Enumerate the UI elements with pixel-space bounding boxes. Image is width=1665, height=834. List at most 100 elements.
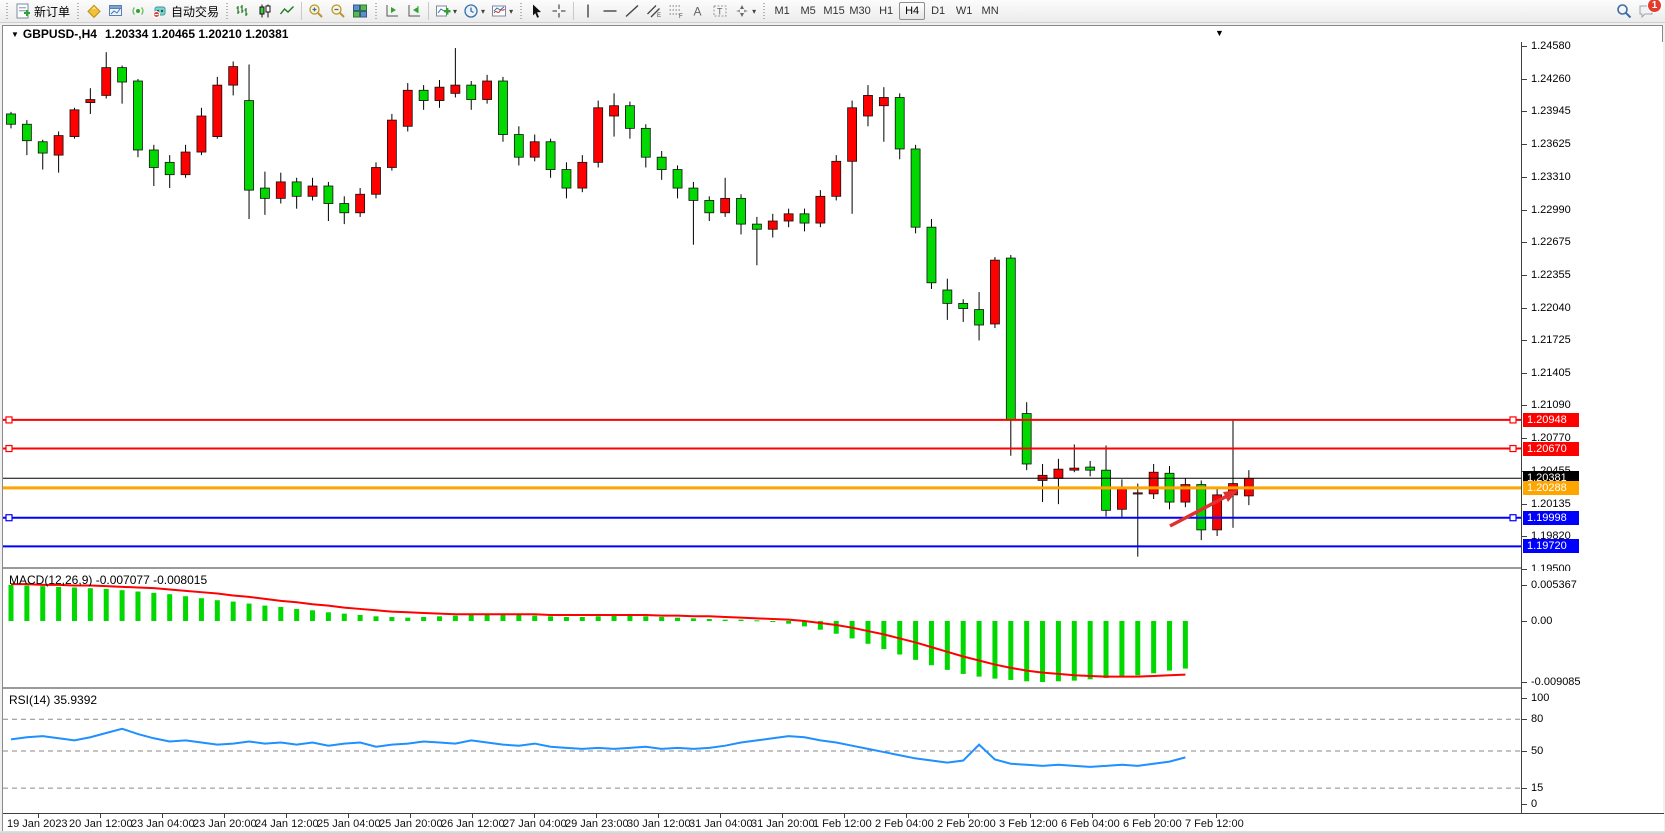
macd-histogram-bar [1135, 621, 1141, 676]
macd-histogram-bar [119, 590, 125, 621]
tile-windows-button[interactable] [349, 1, 371, 21]
text-label-tool-button[interactable]: T [709, 1, 731, 21]
period-button[interactable]: ▾ [460, 1, 488, 21]
timeframe-button-h1[interactable]: H1 [879, 5, 894, 17]
zoom-in-button[interactable] [305, 1, 327, 21]
macd-histogram-bar [71, 587, 77, 621]
toolbar-grip[interactable] [519, 3, 524, 19]
trend-arrow-line[interactable] [1169, 493, 1230, 528]
timeframe-button-mn[interactable]: MN [981, 5, 999, 17]
timeframe-button-m15[interactable]: M15 [823, 5, 845, 17]
candle-down [260, 187, 270, 199]
market-watch-button[interactable] [83, 1, 105, 21]
chart-quick-menu-icon[interactable]: ▼ [1215, 28, 1224, 38]
horizontal-line-tool-button[interactable] [599, 1, 621, 21]
line-handle[interactable] [1509, 416, 1517, 424]
rsi-tick [1522, 719, 1527, 721]
template-button[interactable]: ▾ [488, 1, 516, 21]
zoom-out-button[interactable] [327, 1, 349, 21]
time-axis[interactable]: 19 Jan 2023 20 Jan 12:00 23 Jan 04:00 23 Ja… [3, 813, 1664, 832]
candle-up [386, 119, 397, 168]
search-button[interactable] [1613, 1, 1635, 21]
trend-arrow-head[interactable] [1223, 490, 1238, 502]
toolbar-grip[interactable] [762, 3, 767, 19]
macd-histogram-bar [389, 616, 395, 621]
symbol-dropdown-icon[interactable]: ▼ [11, 29, 19, 39]
auto-trading-button[interactable]: 自动交易 [149, 1, 222, 21]
time-label: 20 Jan 12:00 [69, 818, 133, 830]
text-tool-button[interactable]: A [687, 1, 709, 21]
timeframe-button-m5[interactable]: M5 [800, 5, 816, 17]
price-tick [1522, 372, 1527, 374]
macd-histogram-bar [627, 615, 633, 621]
time-label: 1 Feb 12:00 [813, 818, 872, 830]
price-tick-label: 1.19820 [1531, 530, 1571, 543]
macd-histogram-bar [40, 586, 46, 621]
line-handle[interactable] [5, 514, 13, 522]
price-tick [1522, 536, 1527, 538]
cursor-tool-button[interactable] [526, 1, 548, 21]
toolbar-grip[interactable] [5, 3, 9, 19]
signals-button[interactable] [127, 1, 149, 21]
equidistant-channel-tool-button[interactable]: E [643, 1, 665, 21]
svg-text:T: T [717, 7, 723, 17]
candle-down [640, 127, 651, 158]
crosshair-tool-button[interactable] [548, 1, 570, 21]
candle-up [212, 84, 223, 137]
timeframe-button-d1[interactable]: D1 [931, 5, 946, 17]
line-handle[interactable] [5, 416, 13, 424]
new-order-button[interactable]: 新订单 [12, 1, 73, 21]
time-tick [286, 814, 287, 818]
macd-histogram-bar [405, 617, 411, 621]
clock-icon [464, 4, 478, 18]
add-indicator-button[interactable]: ▾ [432, 1, 460, 21]
toolbar-grip[interactable] [225, 3, 230, 19]
timeframe-button-h4[interactable]: H4 [899, 2, 926, 20]
macd-histogram-bar [786, 621, 792, 624]
horizontal-line-icon [603, 10, 617, 12]
candle-down [958, 302, 969, 309]
timeframe-button-m30[interactable]: M30 [849, 5, 871, 17]
candle-up [577, 161, 588, 189]
line-chart-icon [279, 6, 295, 15]
chart-windows-button[interactable] [105, 1, 127, 21]
macd-histogram-bar [24, 585, 30, 621]
candle-up [307, 185, 318, 197]
toolbar-grip[interactable] [374, 3, 379, 19]
symbol-ohlc-values: 1.20334 1.20465 1.20210 1.20381 [104, 27, 289, 41]
macd-axis[interactable]: 0.005367 0.00 -0.009085 [1521, 571, 1663, 691]
rsi-chart-canvas[interactable] [3, 691, 1521, 811]
step-back-button[interactable] [403, 1, 425, 21]
trendline-tool-button[interactable] [621, 1, 643, 21]
time-label: 19 Jan 2023 [7, 818, 68, 830]
line-handle[interactable] [5, 444, 13, 453]
notifications-button[interactable]: 1 [1635, 0, 1662, 21]
text-label-icon: T [713, 5, 727, 17]
macd-tick [1522, 585, 1527, 587]
macd-chart-canvas[interactable] [3, 571, 1521, 689]
line-handle[interactable] [1509, 444, 1517, 453]
candle-up [180, 151, 191, 176]
candlestick-mode-button[interactable] [254, 1, 276, 21]
line-chart-mode-button[interactable] [276, 1, 298, 21]
candle-up [529, 141, 540, 158]
bar-chart-mode-button[interactable] [232, 1, 254, 21]
candle-up [1069, 467, 1080, 471]
price-chart-canvas[interactable] [3, 42, 1521, 569]
price-tick-label: 1.23625 [1531, 138, 1571, 151]
price-tick [1522, 307, 1527, 309]
timeframe-button-w1[interactable]: W1 [955, 5, 973, 17]
toolbar-grip[interactable] [76, 3, 81, 19]
time-tick [720, 814, 721, 818]
price-axis[interactable]: 1.24580 1.24260 1.23945 1.23625 1.23310 1.229… [1521, 40, 1663, 575]
line-handle[interactable] [1509, 514, 1517, 522]
timeframe-button-m1[interactable]: M1 [774, 5, 790, 17]
candle-up [593, 107, 604, 163]
macd-histogram-bar [1024, 621, 1030, 682]
arrows-tool-button[interactable]: ▾ [731, 1, 759, 21]
rsi-axis[interactable]: 100 80 50 15 0 [1521, 691, 1663, 813]
vertical-line-tool-button[interactable] [577, 1, 599, 21]
fibonacci-tool-button[interactable]: F [665, 1, 687, 21]
price-tick [1522, 176, 1527, 178]
step-forward-button[interactable] [381, 1, 403, 21]
